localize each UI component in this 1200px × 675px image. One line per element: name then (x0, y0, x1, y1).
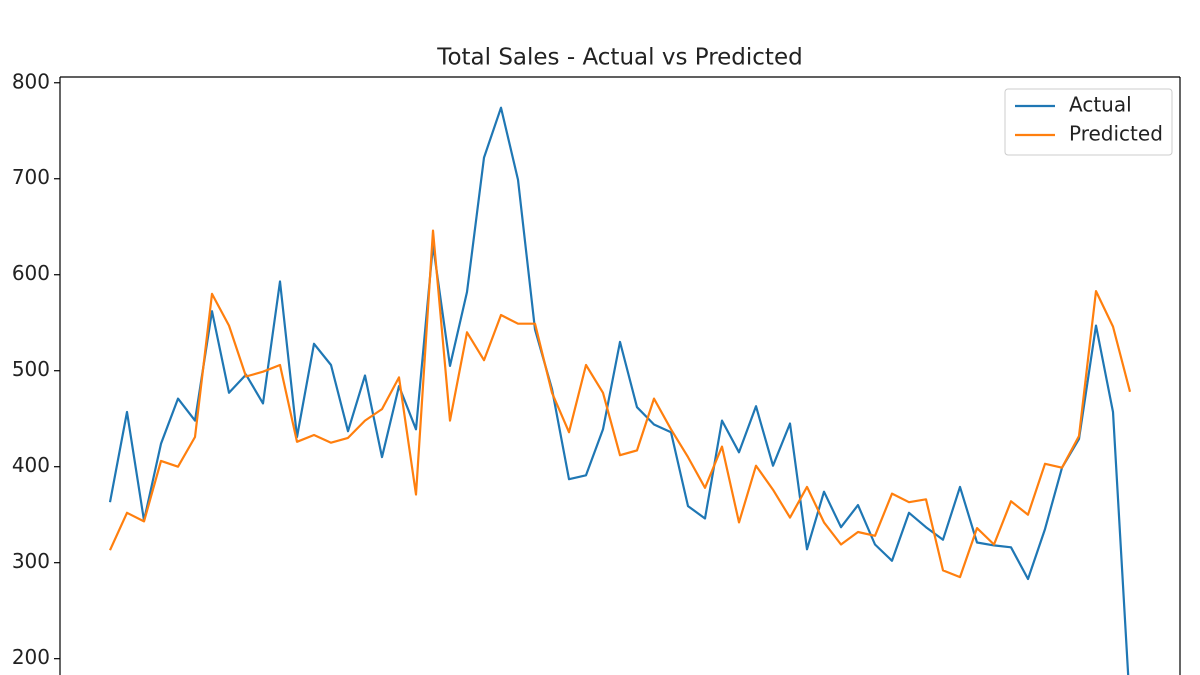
y-tick-label: 500 (12, 357, 50, 381)
chart-title: Total Sales - Actual vs Predicted (436, 45, 802, 71)
y-tick-label: 700 (12, 165, 50, 189)
series-line (108, 229, 1132, 579)
y-tick-label: 600 (12, 261, 50, 285)
y-tick-label: 400 (12, 453, 50, 477)
plot-area (108, 106, 1132, 675)
y-tick-label: 800 (12, 69, 50, 93)
y-tick-label: 200 (12, 645, 50, 669)
legend-label: Actual (1069, 93, 1132, 117)
axes-frame (59, 76, 1181, 675)
series-line (108, 106, 1130, 675)
y-tick-label: 300 (12, 549, 50, 573)
legend-label: Predicted (1069, 122, 1163, 146)
